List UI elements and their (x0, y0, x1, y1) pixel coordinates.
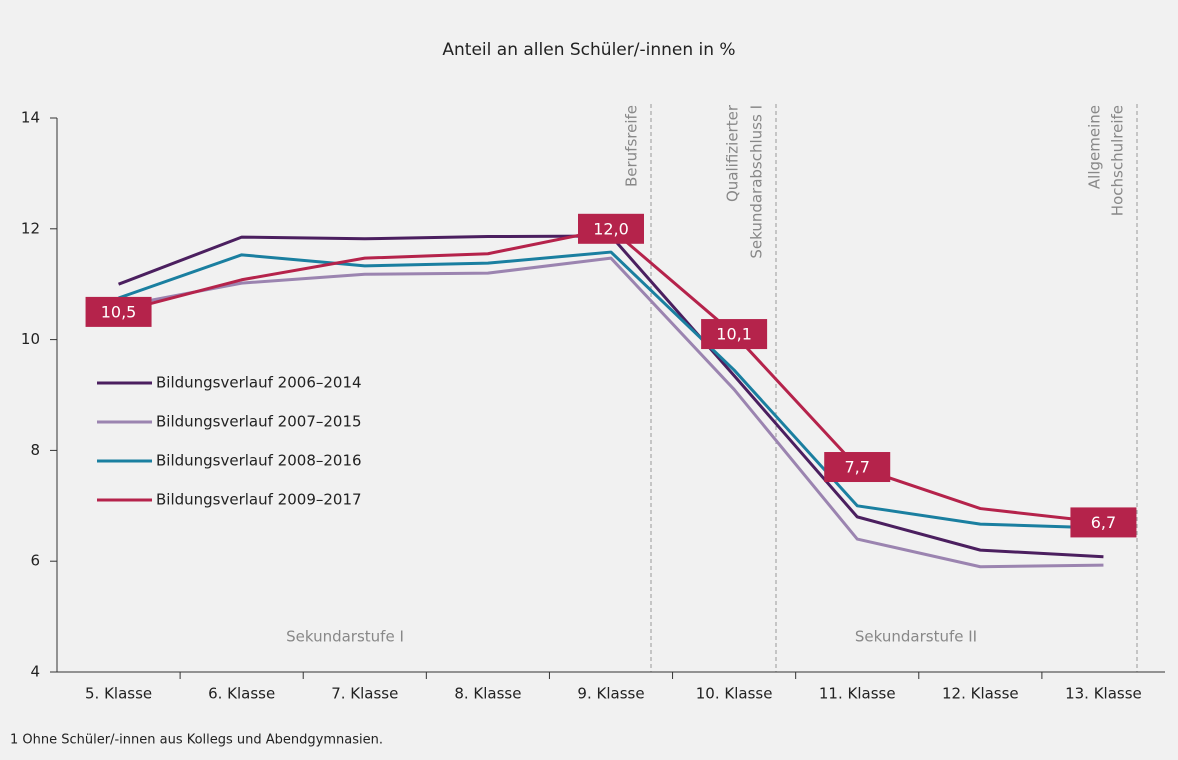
legend-label: Bildungsverlauf 2007–2015 (156, 413, 362, 431)
x-tick-label: 9. Klasse (577, 685, 644, 703)
value-label-box (1070, 507, 1137, 538)
y-tick-label: 6 (30, 552, 40, 570)
footnote: 1 Ohne Schüler/-innen aus Kollegs und Ab… (10, 733, 383, 748)
legend-label: Bildungsverlauf 2008–2016 (156, 452, 362, 470)
region-label: Sekundarstufe I (286, 628, 404, 646)
x-tick-label: 10. Klasse (696, 685, 773, 703)
value-label: 10,1 (716, 325, 752, 344)
annotation: Berufsreife (623, 105, 641, 187)
legend-label: Bildungsverlauf 2009–2017 (156, 491, 362, 509)
chart-title: Anteil an allen Schüler/-innen in % (442, 40, 735, 60)
legend-label: Bildungsverlauf 2006–2014 (156, 374, 362, 392)
annotation: Hochschulreife (1109, 105, 1127, 216)
x-tick-label: 12. Klasse (942, 685, 1019, 703)
y-tick-label: 10 (21, 330, 40, 348)
x-tick-label: 13. Klasse (1065, 685, 1142, 703)
x-tick-label: 8. Klasse (454, 685, 521, 703)
value-label-box (85, 296, 152, 327)
value-label-box (578, 213, 644, 244)
x-tick-label: 6. Klasse (208, 685, 275, 703)
value-label-box (701, 319, 768, 350)
y-tick-label: 14 (21, 109, 40, 127)
region-label: Sekundarstufe II (855, 628, 977, 646)
value-label-box (824, 452, 891, 483)
annotation: Qualifizierter (724, 104, 742, 202)
y-tick-label: 12 (21, 219, 40, 237)
value-label: 10,5 (101, 302, 137, 321)
value-label: 6,7 (1091, 513, 1116, 532)
value-label: 12,0 (593, 219, 629, 238)
x-tick-label: 11. Klasse (819, 685, 896, 703)
x-tick-label: 5. Klasse (85, 685, 152, 703)
value-label: 7,7 (844, 458, 869, 477)
y-tick-label: 8 (30, 441, 40, 459)
series-line (118, 256, 1104, 569)
annotation: Sekundarabschluss I (748, 105, 766, 259)
x-tick-label: 7. Klasse (331, 685, 398, 703)
annotation: Allgemeine (1086, 105, 1104, 189)
series-line (118, 250, 1104, 530)
y-tick-label: 4 (30, 663, 40, 681)
